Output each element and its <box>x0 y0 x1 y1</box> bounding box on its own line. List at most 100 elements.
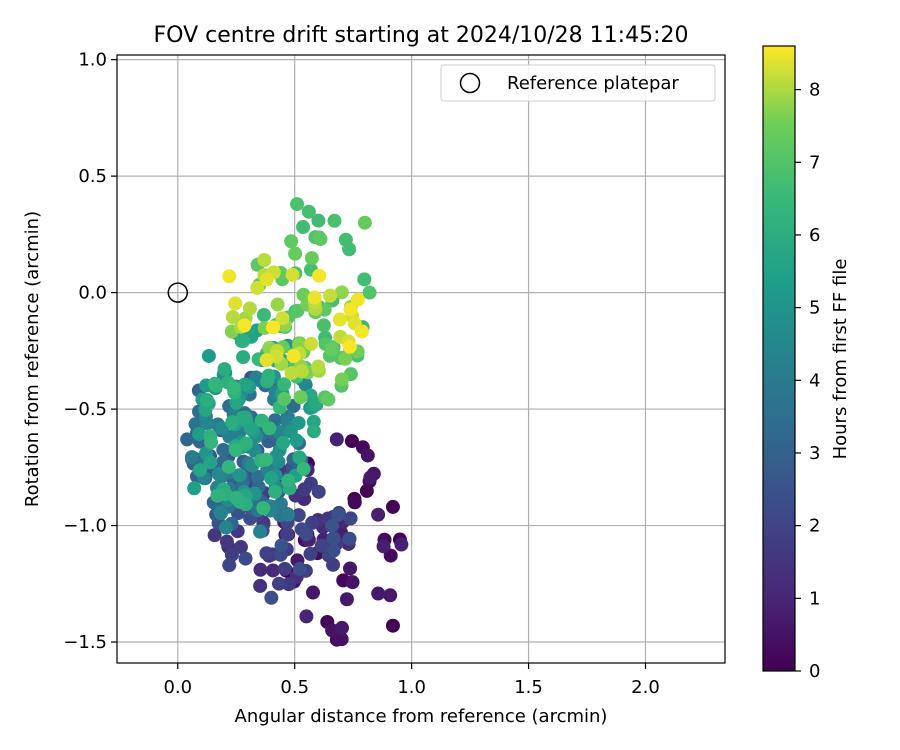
scatter-point <box>180 432 195 447</box>
scatter-point <box>284 234 299 249</box>
scatter-point <box>237 318 252 333</box>
scatter-point <box>306 585 321 600</box>
y-tick-label: −0.5 <box>63 399 107 420</box>
scatter-point <box>253 524 268 539</box>
scatter-point <box>216 442 231 457</box>
scatter-point <box>357 272 372 287</box>
scatter-point <box>306 424 321 439</box>
scatter-point <box>338 232 353 247</box>
scatter-point <box>215 421 230 436</box>
scatter-point <box>334 632 349 647</box>
scatter-point <box>342 531 357 546</box>
scatter-point <box>311 484 326 499</box>
x-axis-label: Angular distance from reference (arcmin) <box>235 706 608 727</box>
scatter-point <box>284 366 299 381</box>
legend-box <box>440 64 716 102</box>
x-tick-label: 1.0 <box>397 677 426 698</box>
scatter-point <box>354 324 369 339</box>
scatter-point <box>334 285 349 300</box>
scatter-point <box>316 318 331 333</box>
scatter-point <box>304 336 319 351</box>
scatter-point <box>292 561 307 576</box>
scatter-points <box>180 197 409 647</box>
scatter-point <box>291 508 306 523</box>
scatter-point <box>339 592 354 607</box>
colorbar-tick-label: 4 <box>809 370 820 391</box>
colorbar-gradient <box>763 46 795 671</box>
scatter-point <box>228 296 243 311</box>
x-tick-label: 0.0 <box>163 677 192 698</box>
scatter-point <box>277 561 292 576</box>
scatter-point <box>334 620 349 635</box>
scatter-point <box>192 463 207 478</box>
scatter-point <box>343 302 358 317</box>
scatter-point <box>276 435 291 450</box>
scatter-point <box>275 311 290 326</box>
scatter-point <box>259 353 274 368</box>
scatter-point <box>211 467 226 482</box>
scatter-point <box>385 499 400 514</box>
y-tick-label: 1.0 <box>78 50 107 71</box>
scatter-point <box>291 415 306 430</box>
scatter-point <box>274 538 289 553</box>
scatter-point <box>343 561 358 576</box>
x-tick-label: 0.5 <box>280 677 309 698</box>
scatter-point <box>321 392 336 407</box>
scatter-point <box>270 297 285 312</box>
colorbar-tick-label: 2 <box>809 516 820 537</box>
scatter-point <box>360 448 375 463</box>
scatter-point <box>238 551 253 566</box>
scatter-point <box>344 434 359 449</box>
scatter-point <box>225 415 240 430</box>
scatter-point <box>289 433 304 448</box>
scatter-point <box>204 435 219 450</box>
y-tick-label: 0.5 <box>78 166 107 187</box>
legend-open-circle-icon <box>459 72 481 94</box>
legend-label: Reference platepar <box>507 73 679 94</box>
scatter-point <box>264 590 279 605</box>
scatter-point <box>242 301 257 316</box>
scatter-point <box>207 528 222 543</box>
scatter-point <box>285 267 300 282</box>
scatter-point <box>222 558 237 573</box>
scatter-point <box>281 577 296 592</box>
scatter-point <box>394 537 409 552</box>
scatter-point <box>357 215 372 230</box>
scatter-point <box>301 204 316 219</box>
plot-frame <box>116 54 726 664</box>
scatter-point <box>268 484 283 499</box>
scatter-point <box>326 543 341 558</box>
x-tick-label: 1.5 <box>514 677 543 698</box>
scatter-point <box>307 290 322 305</box>
scatter-point <box>325 518 340 533</box>
colorbar-tick-label: 3 <box>809 443 820 464</box>
scatter-point <box>281 507 296 522</box>
scatter-point <box>350 292 365 307</box>
scatter-point <box>292 450 307 465</box>
scatter-point <box>237 377 252 392</box>
scatter-point <box>371 586 386 601</box>
scatter-point <box>228 443 243 458</box>
scatter-point <box>311 213 326 228</box>
scatter-point <box>371 507 386 522</box>
scatter-point <box>253 562 268 577</box>
scatter-point <box>286 349 301 364</box>
y-tick-label: −1.5 <box>63 632 107 653</box>
scatter-point <box>208 378 223 393</box>
colorbar: 0 1 2 3 4 5 6 7 8 Hours from first FF file <box>762 45 851 682</box>
scatter-point <box>314 538 329 553</box>
scatter-point <box>296 461 311 476</box>
colorbar-tick-label: 0 <box>809 661 820 682</box>
scatter-point <box>362 285 377 300</box>
scatter-point <box>323 288 338 303</box>
scatter-point <box>257 252 272 267</box>
scatter-point <box>277 391 292 406</box>
scatter-point <box>345 575 360 590</box>
scatter-point <box>343 511 358 526</box>
scatter-point <box>303 546 318 561</box>
y-tick-label: −1.0 <box>63 516 107 537</box>
scatter-point <box>199 393 214 408</box>
scatter-point <box>383 588 398 603</box>
scatter-point <box>262 421 277 436</box>
